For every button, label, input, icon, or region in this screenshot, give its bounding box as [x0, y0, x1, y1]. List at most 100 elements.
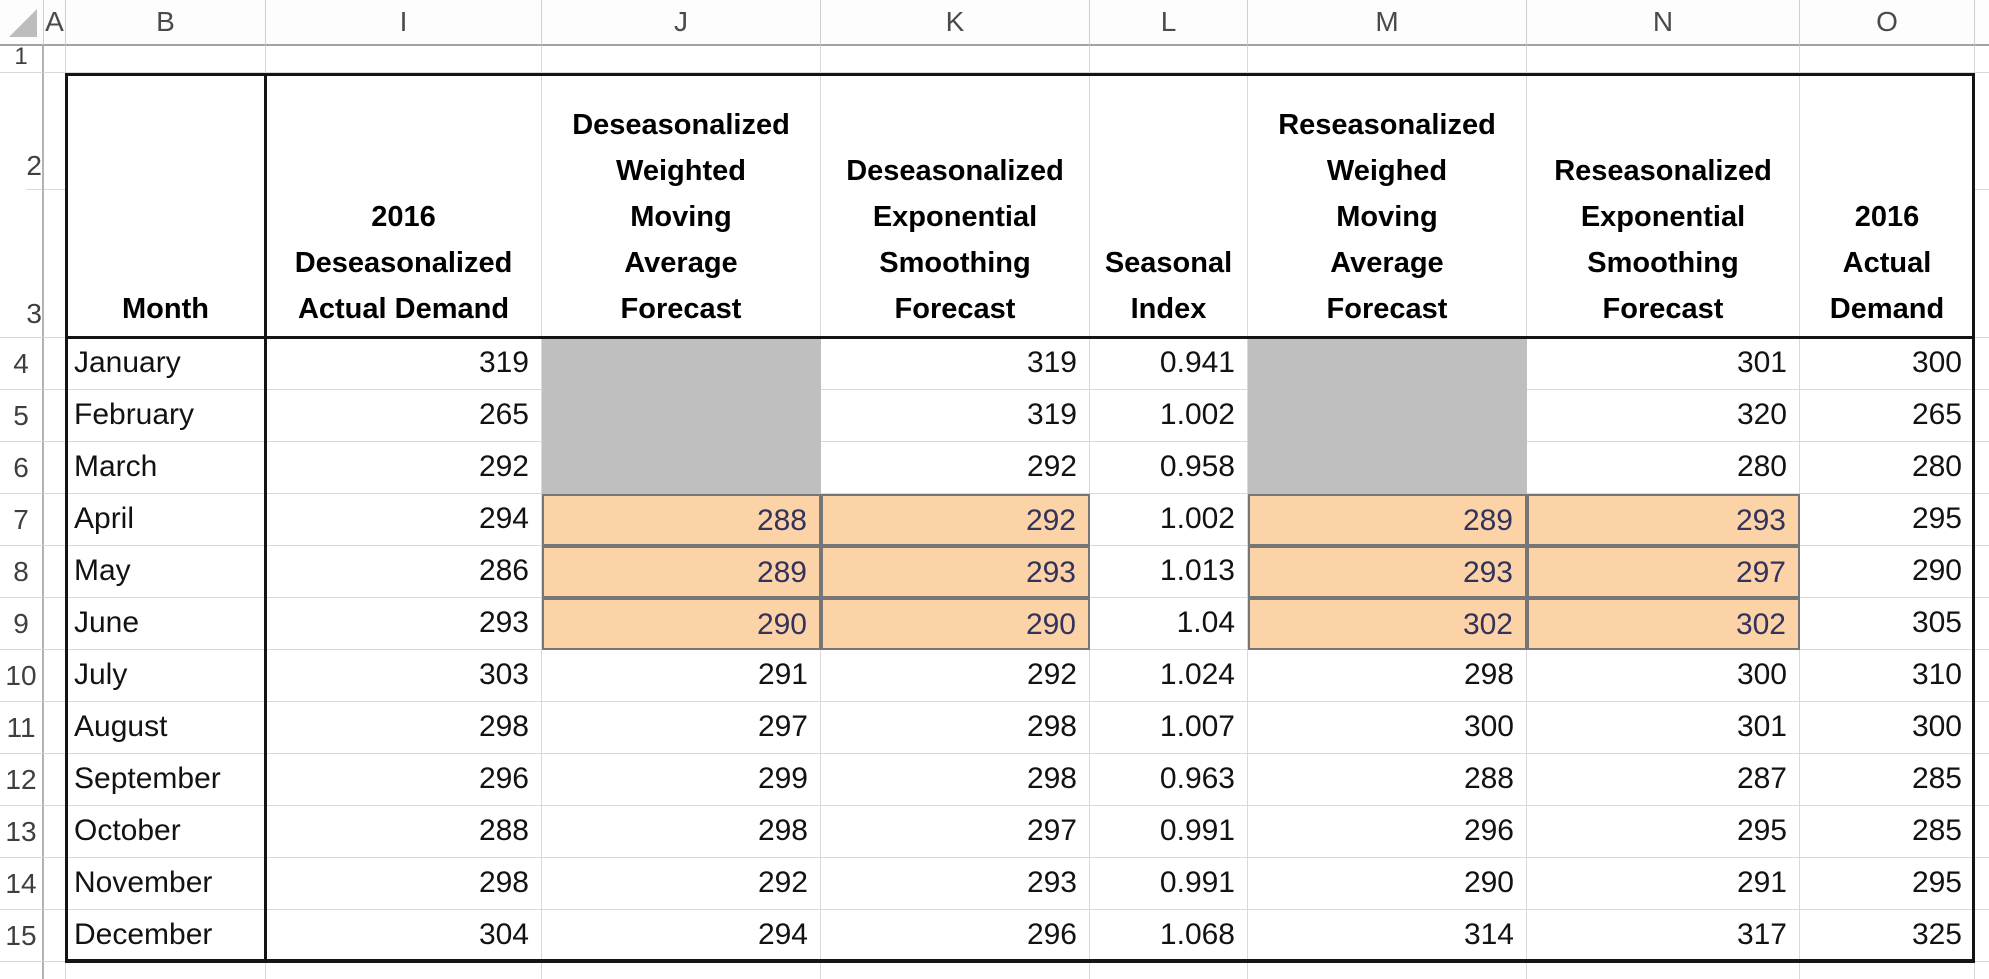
cell-o16-partial[interactable]	[1800, 962, 1975, 979]
header-reseasonalized-exponential-smoothing-forecast[interactable]: Reseasonalized Exponential Smoothing For…	[1527, 73, 1800, 338]
header-deseasonalized-weighted-moving-average-forecast[interactable]: Deseasonalized Weighted Moving Average F…	[542, 73, 821, 338]
row-number-3[interactable]: 3	[26, 298, 42, 329]
cell-o-row15[interactable]: 325	[1800, 910, 1975, 962]
cell-i-row7[interactable]: 294	[266, 494, 542, 546]
row-number-4[interactable]: 4	[0, 338, 44, 390]
cell-l-row11[interactable]: 1.007	[1090, 702, 1248, 754]
cell-a[interactable]	[44, 858, 66, 910]
cell-j-row5[interactable]	[542, 390, 821, 442]
cell-i-row10[interactable]: 303	[266, 650, 542, 702]
row-number-1[interactable]: 1	[0, 46, 44, 73]
cell-n-row12[interactable]: 287	[1527, 754, 1800, 806]
cell-k-row12[interactable]: 298	[821, 754, 1090, 806]
cell-a[interactable]	[44, 702, 66, 754]
column-header-n[interactable]: N	[1527, 0, 1800, 46]
cell-j-row14[interactable]: 292	[542, 858, 821, 910]
cell-l1[interactable]	[1090, 46, 1248, 73]
cell-j-row7[interactable]: 288	[542, 494, 821, 546]
cell-m-row12[interactable]: 288	[1248, 754, 1527, 806]
cell-m-row7[interactable]: 289	[1248, 494, 1527, 546]
cell-k-row13[interactable]: 297	[821, 806, 1090, 858]
cell-month-row13[interactable]: October	[66, 806, 266, 858]
cell-a[interactable]	[44, 442, 66, 494]
row-numbers-2-3[interactable]: 2 3	[0, 73, 44, 338]
cell-l-row12[interactable]: 0.963	[1090, 754, 1248, 806]
row-number-7[interactable]: 7	[0, 494, 44, 546]
cell-o-row12[interactable]: 285	[1800, 754, 1975, 806]
cell-m-row11[interactable]: 300	[1248, 702, 1527, 754]
cell-a1[interactable]	[44, 46, 66, 73]
column-header-a[interactable]: A	[44, 0, 66, 46]
cell-n-row6[interactable]: 280	[1527, 442, 1800, 494]
cell-m-row13[interactable]: 296	[1248, 806, 1527, 858]
cell-month-row5[interactable]: February	[66, 390, 266, 442]
cell-i-row8[interactable]: 286	[266, 546, 542, 598]
cell-o-row11[interactable]: 300	[1800, 702, 1975, 754]
cell-k-row15[interactable]: 296	[821, 910, 1090, 962]
cell-m1[interactable]	[1248, 46, 1527, 73]
cell-k-row14[interactable]: 293	[821, 858, 1090, 910]
cell-n-row4[interactable]: 301	[1527, 338, 1800, 390]
cell-k-row10[interactable]: 292	[821, 650, 1090, 702]
cell-j-row12[interactable]: 299	[542, 754, 821, 806]
cell-i-row9[interactable]: 293	[266, 598, 542, 650]
column-header-k[interactable]: K	[821, 0, 1090, 46]
cell-o1[interactable]	[1800, 46, 1975, 73]
cell-month-row15[interactable]: December	[66, 910, 266, 962]
cell-k-row6[interactable]: 292	[821, 442, 1090, 494]
cell-n-row10[interactable]: 300	[1527, 650, 1800, 702]
cell-a[interactable]	[44, 390, 66, 442]
cell-l-row10[interactable]: 1.024	[1090, 650, 1248, 702]
cell-b16-partial[interactable]	[66, 962, 266, 979]
cell-a[interactable]	[44, 650, 66, 702]
row-number-6[interactable]: 6	[0, 442, 44, 494]
cell-l-row15[interactable]: 1.068	[1090, 910, 1248, 962]
cell-o-row7[interactable]: 295	[1800, 494, 1975, 546]
cell-b1[interactable]	[66, 46, 266, 73]
cell-a[interactable]	[44, 598, 66, 650]
select-all-corner[interactable]	[0, 0, 44, 46]
cell-month-row4[interactable]: January	[66, 338, 266, 390]
header-month[interactable]: Month	[66, 73, 266, 338]
row-number-11[interactable]: 11	[0, 702, 44, 754]
cell-a[interactable]	[44, 494, 66, 546]
cell-m-row4[interactable]	[1248, 338, 1527, 390]
header-seasonal-index[interactable]: Seasonal Index	[1090, 73, 1248, 338]
cell-k-row9[interactable]: 290	[821, 598, 1090, 650]
column-header-l[interactable]: L	[1090, 0, 1248, 46]
cell-n-row9[interactable]: 302	[1527, 598, 1800, 650]
cell-o-row13[interactable]: 285	[1800, 806, 1975, 858]
cell-o-row6[interactable]: 280	[1800, 442, 1975, 494]
cell-i16-partial[interactable]	[266, 962, 542, 979]
cell-n-row5[interactable]: 320	[1527, 390, 1800, 442]
cells-a2-a3[interactable]	[44, 73, 66, 338]
cell-j-row11[interactable]: 297	[542, 702, 821, 754]
column-header-i[interactable]: I	[266, 0, 542, 46]
cell-k-row7[interactable]: 292	[821, 494, 1090, 546]
header-deseasonalized-exponential-smoothing-forecast[interactable]: Deseasonalized Exponential Smoothing For…	[821, 73, 1090, 338]
cell-a[interactable]	[44, 754, 66, 806]
row-number-12[interactable]: 12	[0, 754, 44, 806]
cell-n-row7[interactable]: 293	[1527, 494, 1800, 546]
header-2016-actual-demand[interactable]: 2016 Actual Demand	[1800, 73, 1975, 338]
cell-month-row8[interactable]: May	[66, 546, 266, 598]
column-header-m[interactable]: M	[1248, 0, 1527, 46]
cell-n-row8[interactable]: 297	[1527, 546, 1800, 598]
cell-m-row8[interactable]: 293	[1248, 546, 1527, 598]
cell-n1[interactable]	[1527, 46, 1800, 73]
cell-a16-partial[interactable]	[44, 962, 66, 979]
cell-i1[interactable]	[266, 46, 542, 73]
cell-i-row13[interactable]: 288	[266, 806, 542, 858]
cell-k-row5[interactable]: 319	[821, 390, 1090, 442]
cell-a[interactable]	[44, 910, 66, 962]
cell-i-row6[interactable]: 292	[266, 442, 542, 494]
cell-i-row4[interactable]: 319	[266, 338, 542, 390]
row-number-14[interactable]: 14	[0, 858, 44, 910]
row-number-2[interactable]: 2	[26, 73, 42, 190]
column-header-b[interactable]: B	[66, 0, 266, 46]
cell-month-row6[interactable]: March	[66, 442, 266, 494]
row-number-10[interactable]: 10	[0, 650, 44, 702]
row-number-8[interactable]: 8	[0, 546, 44, 598]
cell-i-row11[interactable]: 298	[266, 702, 542, 754]
cell-n-row13[interactable]: 295	[1527, 806, 1800, 858]
